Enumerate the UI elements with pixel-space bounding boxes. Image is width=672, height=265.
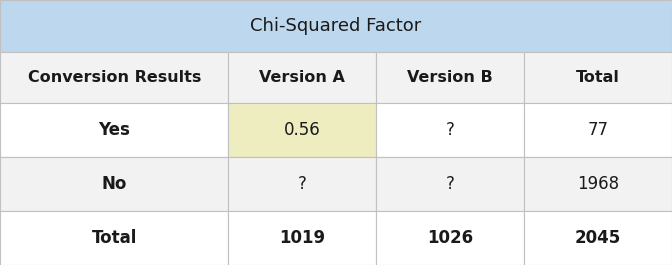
Bar: [524, 157, 672, 211]
Text: Total: Total: [91, 229, 137, 247]
Bar: [376, 103, 524, 157]
Text: Version B: Version B: [407, 70, 493, 85]
Text: No: No: [101, 175, 127, 193]
Bar: [0, 157, 228, 211]
Text: 1968: 1968: [577, 175, 619, 193]
Bar: [524, 52, 672, 103]
Text: ?: ?: [446, 121, 455, 139]
Text: ?: ?: [298, 175, 307, 193]
Text: ?: ?: [446, 175, 455, 193]
Bar: [376, 52, 524, 103]
Text: 2045: 2045: [575, 229, 621, 247]
Bar: [524, 211, 672, 265]
Text: 1019: 1019: [280, 229, 325, 247]
Text: Chi-Squared Factor: Chi-Squared Factor: [251, 17, 421, 35]
Text: Yes: Yes: [98, 121, 130, 139]
Bar: [228, 103, 376, 157]
Bar: [0, 211, 228, 265]
Text: 1026: 1026: [427, 229, 473, 247]
Bar: [376, 211, 524, 265]
Bar: [0, 52, 228, 103]
Text: Conversion Results: Conversion Results: [28, 70, 201, 85]
Bar: [228, 211, 376, 265]
Text: 77: 77: [587, 121, 609, 139]
Bar: [524, 103, 672, 157]
Bar: [228, 52, 376, 103]
Text: Total: Total: [576, 70, 620, 85]
Text: Version A: Version A: [259, 70, 345, 85]
Text: 0.56: 0.56: [284, 121, 321, 139]
Bar: [0, 103, 228, 157]
Bar: [0, 0, 672, 52]
Bar: [376, 157, 524, 211]
Bar: [228, 157, 376, 211]
